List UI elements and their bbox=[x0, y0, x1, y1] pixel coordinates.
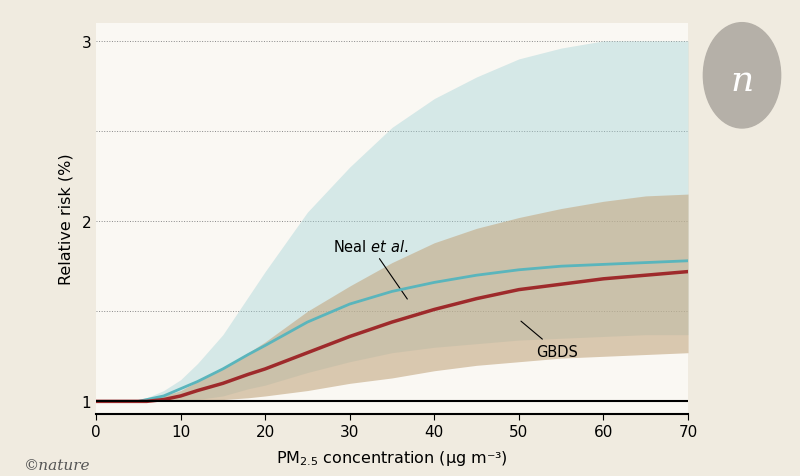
Y-axis label: Relative risk (%): Relative risk (%) bbox=[58, 153, 73, 285]
Circle shape bbox=[703, 24, 781, 129]
Text: ©nature: ©nature bbox=[24, 458, 90, 472]
Text: n: n bbox=[730, 64, 754, 98]
Text: Neal $et\ al.$: Neal $et\ al.$ bbox=[333, 238, 408, 299]
Text: GBDS: GBDS bbox=[521, 321, 578, 359]
X-axis label: PM$_{2.5}$ concentration (μg m⁻³): PM$_{2.5}$ concentration (μg m⁻³) bbox=[276, 448, 508, 467]
